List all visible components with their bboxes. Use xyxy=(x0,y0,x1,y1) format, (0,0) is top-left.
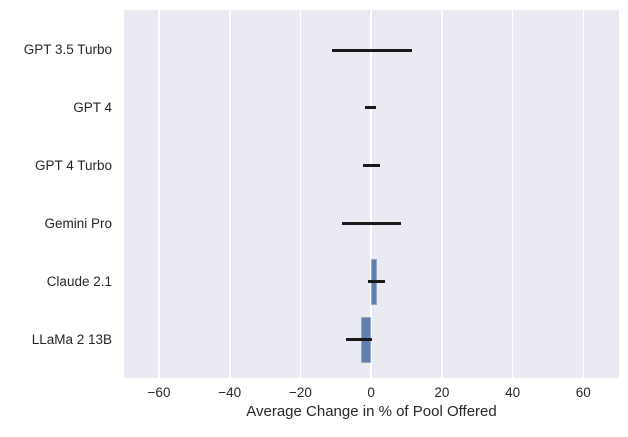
gridline xyxy=(158,10,160,378)
gridline xyxy=(370,10,372,378)
y-tick-label: Gemini Pro xyxy=(44,215,112,231)
y-tick-label: LLaMa 2 13B xyxy=(31,331,112,347)
gridline xyxy=(441,10,443,378)
y-tick-label: GPT 4 Turbo xyxy=(34,157,112,173)
x-tick-label: 60 xyxy=(575,385,591,400)
error-bar xyxy=(331,48,412,52)
x-tick-label: −60 xyxy=(147,385,171,400)
error-bar xyxy=(362,164,380,168)
gridline xyxy=(229,10,231,378)
error-bar xyxy=(342,222,402,226)
y-tick-label: GPT 3.5 Turbo xyxy=(23,42,112,57)
error-bar xyxy=(346,338,372,341)
x-tick-label: 0 xyxy=(367,385,375,400)
gridline xyxy=(299,10,302,378)
x-axis-label: Average Change in % of Pool Offered xyxy=(246,403,497,420)
y-tick-label: GPT 4 xyxy=(73,99,112,115)
x-tick-label: −40 xyxy=(218,385,242,400)
y-tick-label: Claude 2.1 xyxy=(46,273,112,289)
error-bar xyxy=(368,280,385,284)
x-tick-label: −20 xyxy=(288,385,312,400)
x-tick-label: 20 xyxy=(434,385,450,400)
gridline xyxy=(511,10,514,378)
plot-area xyxy=(124,10,619,378)
error-bar xyxy=(364,106,377,110)
x-tick-label: 40 xyxy=(505,385,521,400)
gridline xyxy=(582,10,584,378)
